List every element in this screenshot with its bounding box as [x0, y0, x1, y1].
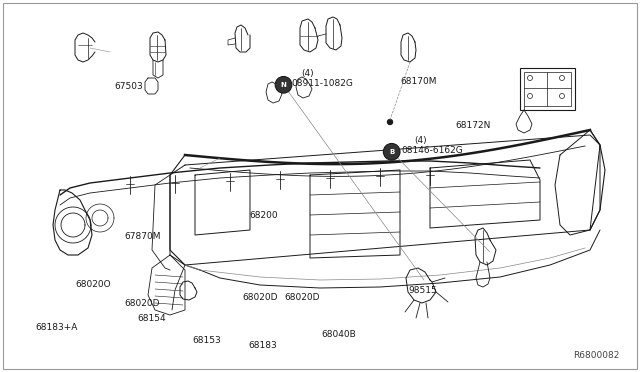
Text: R6800082: R6800082 — [573, 351, 620, 360]
Text: (4): (4) — [414, 136, 427, 145]
Text: 68183: 68183 — [248, 341, 277, 350]
Text: 98515: 98515 — [408, 286, 437, 295]
Text: 68020D: 68020D — [285, 293, 320, 302]
Text: 08146-6162G: 08146-6162G — [401, 146, 463, 155]
Text: N: N — [280, 82, 287, 88]
Bar — [520, 68, 575, 110]
Circle shape — [387, 119, 392, 125]
Text: 68020D: 68020D — [242, 293, 277, 302]
Text: 08911-1082G: 08911-1082G — [291, 79, 353, 88]
Text: 68172N: 68172N — [456, 121, 491, 130]
Text: B: B — [389, 149, 394, 155]
Text: 68020O: 68020O — [76, 280, 111, 289]
Bar — [524, 72, 571, 106]
Text: 68040B: 68040B — [321, 330, 356, 339]
Text: 68154: 68154 — [138, 314, 166, 323]
Text: 68200: 68200 — [250, 211, 278, 219]
Circle shape — [275, 77, 292, 93]
Text: 68020D: 68020D — [125, 299, 160, 308]
Text: 68170M: 68170M — [400, 77, 436, 86]
Text: 68183+A: 68183+A — [35, 323, 77, 332]
Text: 67503: 67503 — [114, 82, 143, 91]
Text: 68153: 68153 — [192, 336, 221, 345]
Circle shape — [383, 144, 400, 160]
Text: 67870M: 67870M — [125, 232, 161, 241]
Text: (4): (4) — [301, 69, 314, 78]
